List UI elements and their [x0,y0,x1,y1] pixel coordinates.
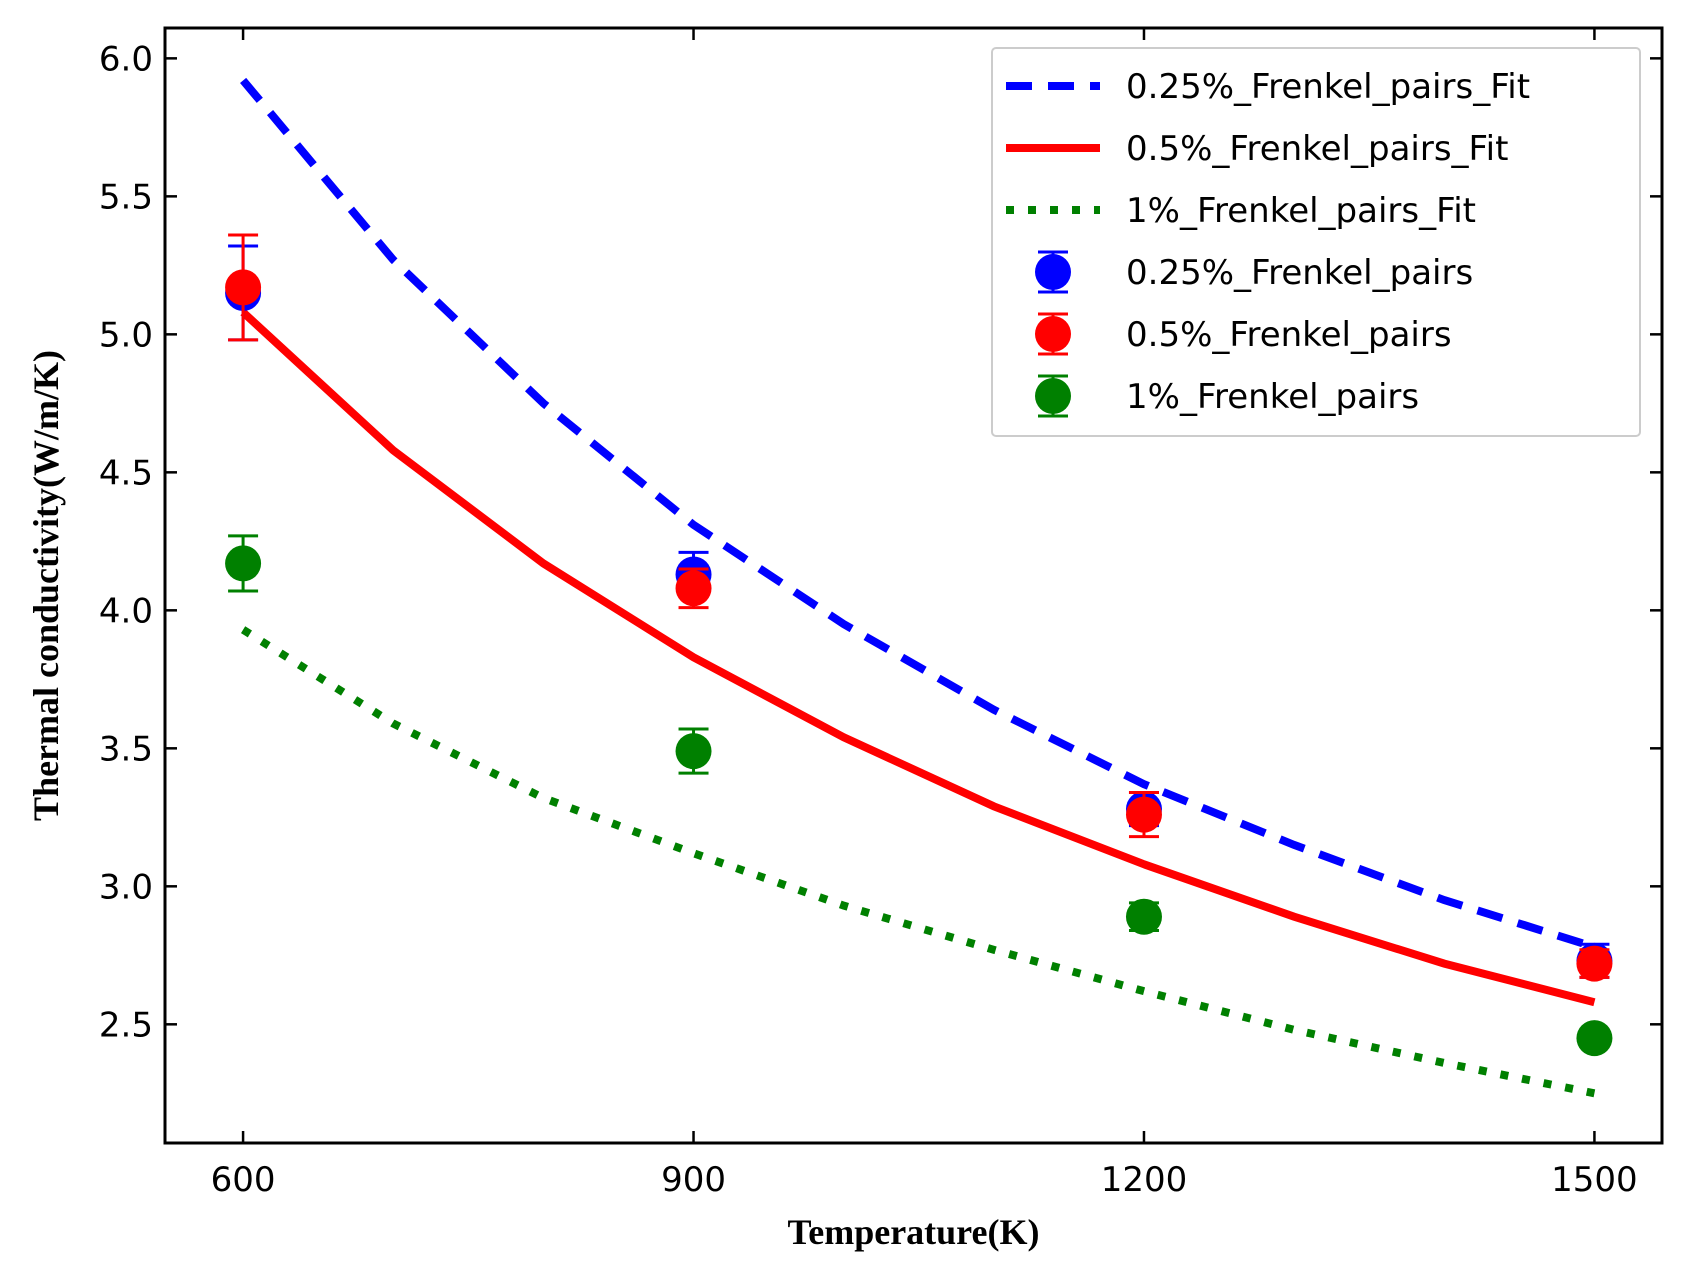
data-point [675,733,712,770]
x-tick-label: 1200 [1101,1160,1188,1200]
legend-label: 0.25%_Frenkel_pairs [1126,253,1473,293]
data-point [1125,898,1162,935]
y-tick-label: 5.0 [99,315,153,355]
legend-swatch-marker [1035,378,1071,414]
y-tick-label: 6.0 [99,39,153,79]
fit-line-0.25%_Frenkel_pairs_Fit [240,77,1596,951]
data-point [1576,945,1613,982]
data-point [675,570,712,607]
x-tick-label: 1500 [1551,1160,1638,1200]
axis-ticks: 600 900 1200 1500 2.5 3.0 3.5 4.0 4.5 5.0 5.5 6.0 [99,28,1662,1200]
legend-label: 0.25%_Frenkel_pairs_Fit [1126,67,1530,107]
x-tick-label: 600 [211,1160,276,1200]
data-point [225,269,262,306]
legend-label: 1%_Frenkel_pairs_Fit [1126,191,1476,231]
series-1%_Frenkel_pairs [225,534,1613,1057]
x-tick-label: 900 [661,1160,726,1200]
y-tick-label: 3.5 [99,729,153,769]
legend-swatch-marker [1035,316,1071,352]
legend-box [991,47,1641,437]
y-tick-label: 5.5 [99,177,153,217]
legend-swatch-marker [1035,254,1071,290]
y-tick-label: 4.5 [99,453,153,493]
plot-series [225,77,1613,1098]
x-axis-label: Temperature(K) [788,1212,1040,1252]
y-tick-label: 2.5 [99,1005,153,1045]
series-0.5%_Frenkel_pairs [225,233,1613,982]
legend-label: 0.5%_Frenkel_pairs_Fit [1126,129,1508,169]
y-axis-label: Thermal conductivity(W/m/K) [26,350,66,821]
y-tick-label: 4.0 [99,591,153,631]
legend-label: 0.5%_Frenkel_pairs [1126,315,1452,355]
legend-label: 1%_Frenkel_pairs [1126,377,1419,417]
plot-frame [163,26,1664,1145]
fit-line-0.5%_Frenkel_pairs_Fit [240,309,1596,1007]
fit-line-1%_Frenkel_pairs_Fit [240,626,1596,1098]
y-tick-label: 3.0 [99,867,153,907]
legend: 0.25%_Frenkel_pairs_Fit 0.5%_Frenkel_pair… [991,47,1641,437]
data-point [1125,796,1162,833]
data-point [1576,1020,1613,1057]
data-point [225,545,262,582]
